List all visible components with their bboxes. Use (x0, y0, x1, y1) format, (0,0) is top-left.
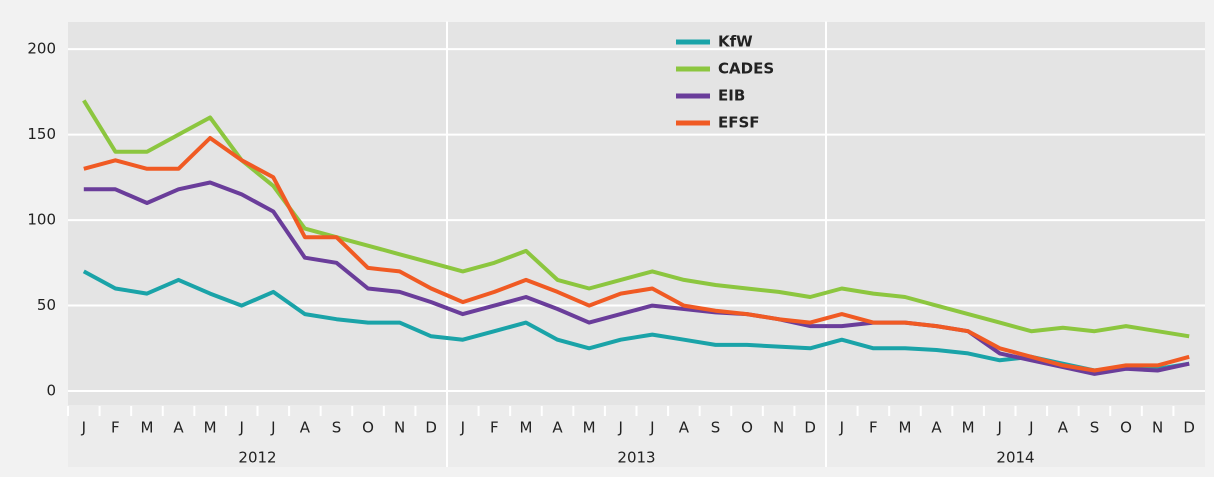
y-tick-label: 0 (46, 382, 56, 400)
x-tick-label: D (1183, 419, 1195, 437)
y-tick-label: 100 (27, 211, 56, 229)
year-label: 2013 (617, 449, 655, 467)
series-line (82, 99, 1190, 339)
x-tick-label: N (773, 419, 784, 437)
x-tick-label: A (552, 419, 563, 437)
series-line (83, 180, 1190, 376)
x-tick-label: O (1120, 419, 1132, 437)
x-tick-label: A (931, 419, 942, 437)
year-label: 2012 (238, 449, 276, 467)
x-tick-label: A (300, 419, 311, 437)
y-tick-label: 150 (27, 125, 56, 143)
legend-label: CADES (718, 60, 774, 78)
x-tick-label: N (394, 419, 405, 437)
x-tick-label: F (111, 419, 120, 437)
x-tick-label: J (1028, 419, 1033, 437)
series-line (82, 269, 1190, 373)
x-tick-label: A (1058, 419, 1069, 437)
x-tick-label: M (140, 419, 153, 437)
x-tick-label: D (425, 419, 437, 437)
x-tick-label: S (332, 419, 342, 437)
x-tick-label: D (804, 419, 816, 437)
x-tick-label: O (362, 419, 374, 437)
year-label: 2014 (996, 449, 1034, 467)
x-tick-label: J (270, 419, 275, 437)
x-tick-label: M (962, 419, 975, 437)
x-tick-label: J (460, 419, 465, 437)
x-tick-label: F (490, 419, 499, 437)
x-tick-label: A (173, 419, 184, 437)
x-tick-label: M (204, 419, 217, 437)
x-tick-label: J (617, 419, 622, 437)
x-tick-label: M (583, 419, 596, 437)
x-tick-label: J (238, 419, 243, 437)
legend-label: EIB (718, 87, 745, 105)
x-tick-label: J (81, 419, 86, 437)
x-tick-label: F (869, 419, 878, 437)
plot-area (68, 22, 1205, 405)
x-tick-label: M (519, 419, 532, 437)
x-tick-label: A (679, 419, 690, 437)
y-tick-label: 50 (37, 296, 56, 314)
x-tick-label: S (1090, 419, 1100, 437)
x-tick-label: S (711, 419, 721, 437)
x-tick-label: M (898, 419, 911, 437)
x-tick-label: O (741, 419, 753, 437)
x-tick-label: N (1152, 419, 1163, 437)
y-tick-label: 200 (27, 40, 56, 58)
x-tick-label: J (649, 419, 654, 437)
series-line (83, 136, 1190, 373)
x-tick-label: J (839, 419, 844, 437)
legend-label: KfW (718, 33, 753, 51)
legend-label: EFSF (718, 114, 760, 132)
x-tick-label: J (996, 419, 1001, 437)
